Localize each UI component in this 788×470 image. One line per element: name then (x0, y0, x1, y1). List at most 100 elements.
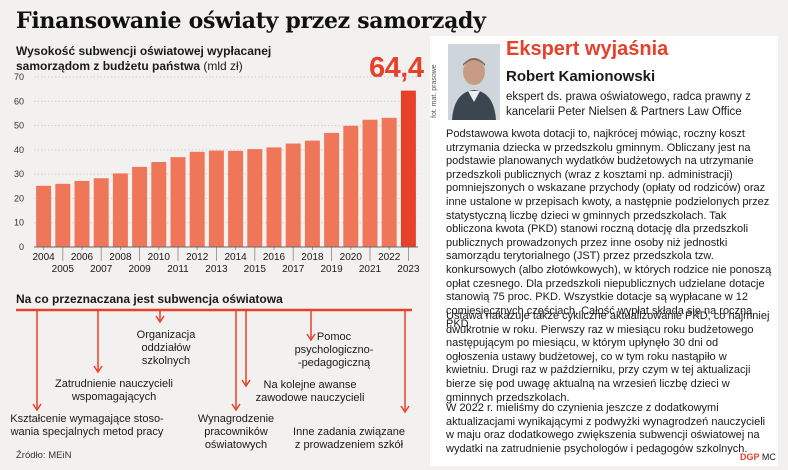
branch-label-line: oddziałów (141, 342, 191, 354)
branch-label-line: z prowadzeniem szkół (294, 439, 404, 451)
bar-2010 (151, 162, 167, 247)
expert-name: Robert Kamionowski (506, 68, 656, 85)
chart-title: Wysokość subwencji oświatowej wypłacanej… (16, 44, 346, 74)
x-tick-label: 2019 (320, 264, 343, 275)
expert-paragraph-2: Ustawa nakazuje także cykliczne aktualiz… (446, 310, 770, 404)
x-tick-label: 2009 (128, 264, 151, 275)
x-tick-label: 2016 (263, 252, 286, 263)
bar-2021 (362, 119, 378, 247)
branch-label-line: Organizacja (136, 329, 196, 341)
y-tick-label: 20 (14, 193, 24, 203)
branch-label: Na kolejne awanse zawodowe nauczycieli (220, 379, 400, 405)
bar-2006 (74, 180, 90, 247)
bar-2008 (112, 173, 128, 247)
chart-title-line2: samorządom z budżetu państwa (16, 59, 201, 73)
x-tick-label: 2005 (52, 264, 75, 275)
arrow-down-icon (231, 403, 241, 412)
bar-2015 (247, 149, 263, 247)
uses-title: Na co przeznaczana jest subwencja oświat… (16, 292, 283, 306)
expert-role: ekspert ds. prawa oświatowego, radca pra… (506, 91, 751, 118)
branch-label: Pomoc psychologiczno- -pedagogiczną (244, 331, 424, 370)
x-tick-label: 2004 (32, 252, 55, 263)
bar-2019 (324, 132, 340, 247)
branch-label-line: Pomoc (316, 331, 352, 343)
y-tick-label: 30 (14, 169, 24, 179)
arrow-down-icon (306, 333, 316, 342)
bar-2009 (132, 166, 148, 247)
bar-2004 (36, 185, 52, 247)
chart-unit: (mld zł) (203, 59, 243, 73)
branch-label: Kształcenie wymagające stoso-wania specj… (0, 413, 177, 439)
x-tick-label: 2007 (90, 264, 113, 275)
branch-label: Inne zadania związane z prowadzeniem szkó… (259, 426, 439, 452)
arrow-down-icon (155, 315, 165, 324)
bar-2017 (285, 143, 301, 247)
x-tick-label: 2006 (71, 252, 94, 263)
arrow-down-icon (400, 405, 410, 414)
x-tick-label: 2008 (109, 252, 132, 263)
person-silhouette-icon (448, 44, 500, 120)
y-tick-label: 60 (14, 96, 24, 106)
uses-tree-diagram (16, 308, 412, 414)
x-tick-label: 2014 (224, 252, 247, 263)
chart-title-line1: Wysokość subwencji oświatowej wypłacanej (16, 44, 272, 58)
bar-2023 (400, 90, 416, 247)
y-tick-label: 10 (14, 218, 24, 228)
x-tick-label: 2015 (244, 264, 267, 275)
logo-mark: DGP (740, 452, 760, 462)
branch-label-line: pracowników (204, 426, 268, 438)
bar-2012 (189, 151, 205, 247)
x-tick-label: 2021 (359, 264, 382, 275)
branch-label-line: -pedagogiczną (297, 357, 371, 369)
branch-label-line: Kształcenie wymagające stoso- (10, 413, 164, 425)
x-tick-label: 2017 (282, 264, 305, 275)
x-tick-label: 2013 (205, 264, 228, 275)
photo-credit: fot. mat. prasowe (431, 64, 438, 118)
x-tick-label: 2023 (397, 264, 420, 275)
y-tick-label: 40 (14, 145, 24, 155)
y-tick-label: 0 (19, 242, 24, 252)
arrow-down-icon (93, 365, 103, 374)
branch-label-line: wania specjalnych metod pracy (10, 426, 164, 438)
branch-label-line: psychologiczno- (294, 344, 374, 356)
bar-2018 (304, 140, 320, 247)
bar-2005 (55, 183, 71, 247)
branch-label-line: Na kolejne awanse (263, 379, 357, 391)
bar-2020 (343, 125, 359, 247)
logo-suffix: MC (761, 452, 776, 462)
expert-photo (448, 44, 500, 120)
x-tick-label: 2018 (301, 252, 324, 263)
bar-2013 (208, 150, 224, 247)
headline: Finansowanie oświaty przez samorządy (16, 8, 486, 34)
x-tick-label: 2022 (378, 252, 401, 263)
bar-2011 (170, 157, 186, 247)
x-tick-label: 2020 (340, 252, 363, 263)
highlight-value: 64,4 (369, 52, 424, 84)
branch-label-line: zawodowe nauczycieli (255, 392, 365, 404)
publisher-logo: DGP MC (740, 452, 776, 462)
arrow-down-icon (241, 379, 251, 388)
y-tick-label: 50 (14, 121, 24, 131)
bar-2022 (381, 117, 397, 247)
branch-label-line: Zatrudnienie nauczycieli (54, 378, 173, 390)
arrow-down-icon (32, 403, 42, 412)
bar-2016 (266, 147, 282, 247)
expert-header: Ekspert wyjaśnia (506, 38, 669, 60)
branch-label-line: Inne zadania związane (293, 426, 405, 438)
branch-label: Organizacja oddziałów szkolnych (76, 329, 256, 368)
y-tick-label: 70 (14, 72, 24, 82)
expert-paragraph-3: W 2022 r. mieliśmy do czynienia jeszcze … (446, 402, 766, 455)
branch-label-line: szkolnych (141, 355, 191, 367)
x-tick-label: 2012 (186, 252, 209, 263)
expert-paragraph-1: Podstawowa kwota dotacji to, najkrócej m… (446, 128, 772, 331)
branch-label-line: oświatowych (204, 439, 268, 451)
x-tick-label: 2010 (148, 252, 171, 263)
branch-label: Zatrudnienie nauczycieli wspomagających (24, 378, 204, 404)
bar-chart: 0102030405060702004200520062007200820092… (14, 72, 420, 275)
branch-label: Wynagrodzenie pracowników oświatowych (146, 413, 326, 452)
branch-label-line: wspomagających (71, 391, 157, 403)
bar-2014 (228, 150, 244, 247)
x-tick-label: 2011 (167, 264, 189, 275)
branch-label-line: Wynagrodzenie (197, 413, 275, 425)
bar-2007 (93, 178, 109, 247)
